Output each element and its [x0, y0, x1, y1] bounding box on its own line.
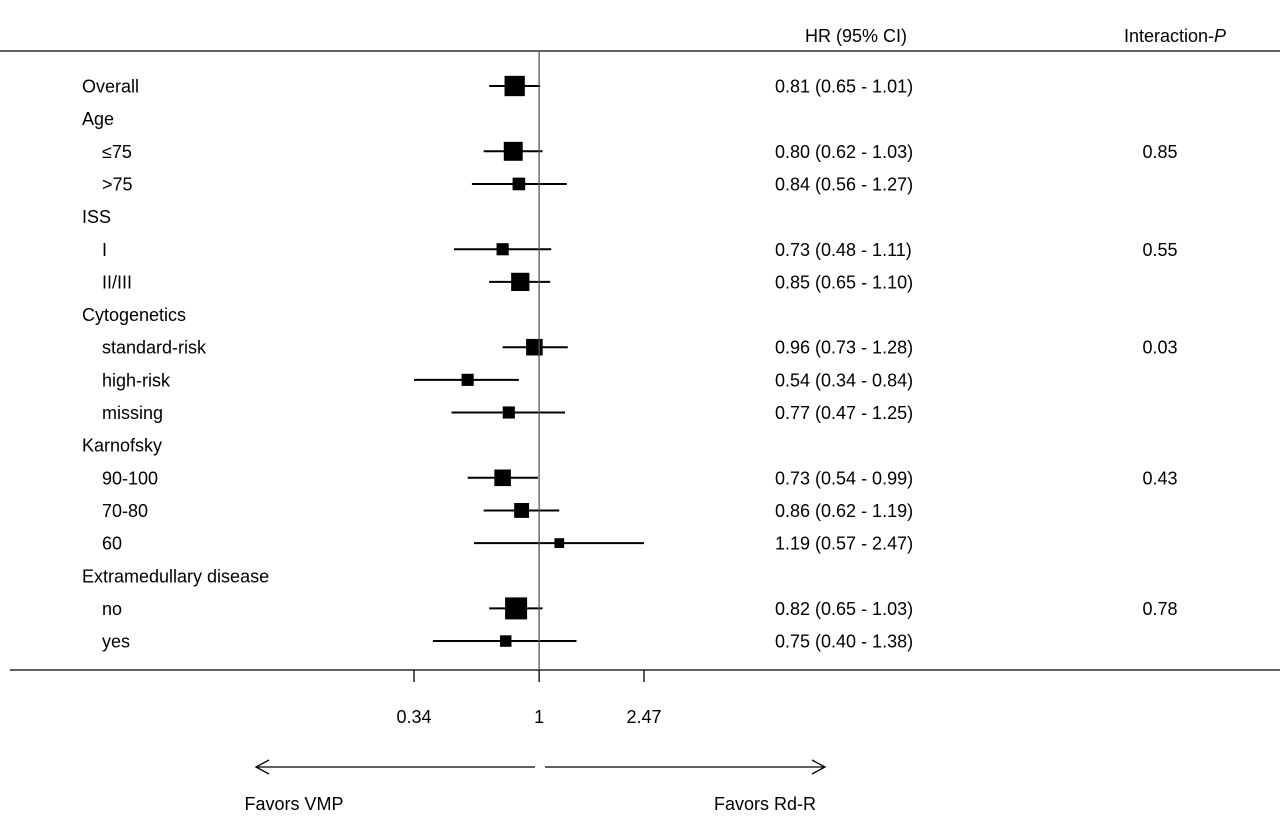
hr-marker — [512, 177, 526, 191]
row-label: I — [102, 240, 107, 260]
row-label: high-risk — [102, 370, 171, 390]
axis-tick-label: 0.34 — [396, 707, 431, 727]
hr-ci-text: 0.73 (0.54 - 0.99) — [775, 468, 913, 488]
hr-marker — [514, 503, 530, 518]
hr-marker — [500, 635, 512, 647]
hr-ci-text: 0.84 (0.56 - 1.27) — [775, 174, 913, 194]
hr-marker — [496, 243, 509, 256]
p-column-header: Interaction-P — [1124, 26, 1226, 46]
row-label: Overall — [82, 77, 139, 97]
row-label: 70-80 — [102, 501, 148, 521]
row-label: no — [102, 599, 122, 619]
row-label: Cytogenetics — [82, 305, 186, 325]
hr-ci-text: 1.19 (0.57 - 2.47) — [775, 534, 913, 554]
p-column-header-italic: P — [1214, 26, 1226, 46]
hr-marker — [504, 75, 525, 97]
hr-marker — [511, 272, 530, 292]
favors-right-arrowhead — [811, 759, 827, 775]
interaction-p-value: 0.85 — [1142, 142, 1177, 162]
hr-marker — [526, 338, 543, 356]
interaction-p-value: 0.43 — [1142, 468, 1177, 488]
hr-marker — [494, 469, 511, 487]
hr-ci-text: 0.86 (0.62 - 1.19) — [775, 501, 913, 521]
hr-ci-text: 0.81 (0.65 - 1.01) — [775, 77, 913, 97]
row-label: Extramedullary disease — [82, 566, 269, 586]
hr-column-header: HR (95% CI) — [805, 26, 907, 46]
row-label: ISS — [82, 207, 111, 227]
row-label: Karnofsky — [82, 436, 162, 456]
hr-ci-text: 0.96 (0.73 - 1.28) — [775, 338, 913, 358]
row-label: II/III — [102, 272, 132, 292]
hr-ci-text: 0.85 (0.65 - 1.10) — [775, 272, 913, 292]
row-label: ≤75 — [102, 142, 132, 162]
hr-ci-text: 0.73 (0.48 - 1.11) — [775, 240, 912, 260]
favors-left-label: Favors VMP — [244, 794, 343, 814]
p-column-header-prefix: Interaction- — [1124, 26, 1214, 46]
row-label: missing — [102, 403, 163, 423]
hr-marker — [554, 538, 565, 548]
hr-marker — [461, 373, 474, 386]
favors-left-arrowhead — [254, 759, 270, 775]
hr-ci-text: 0.82 (0.65 - 1.03) — [775, 599, 913, 619]
row-label: Age — [82, 109, 114, 129]
interaction-p-value: 0.55 — [1142, 240, 1177, 260]
hr-marker — [502, 406, 515, 419]
hr-ci-text: 0.77 (0.47 - 1.25) — [775, 403, 913, 423]
axis-tick-label: 1 — [534, 707, 544, 727]
row-label: 60 — [102, 534, 122, 554]
hr-ci-text: 0.75 (0.40 - 1.38) — [775, 632, 913, 652]
row-label: >75 — [102, 174, 133, 194]
axis-tick-label: 2.47 — [626, 707, 661, 727]
hr-marker — [503, 141, 523, 161]
row-label: standard-risk — [102, 338, 207, 358]
hr-ci-text: 0.80 (0.62 - 1.03) — [775, 142, 913, 162]
hr-marker — [505, 597, 528, 620]
row-label: yes — [102, 632, 130, 652]
row-label: 90-100 — [102, 468, 158, 488]
hr-ci-text: 0.54 (0.34 - 0.84) — [775, 370, 913, 390]
interaction-p-value: 0.78 — [1142, 599, 1177, 619]
favors-right-label: Favors Rd-R — [714, 794, 816, 814]
interaction-p-value: 0.03 — [1142, 338, 1177, 358]
